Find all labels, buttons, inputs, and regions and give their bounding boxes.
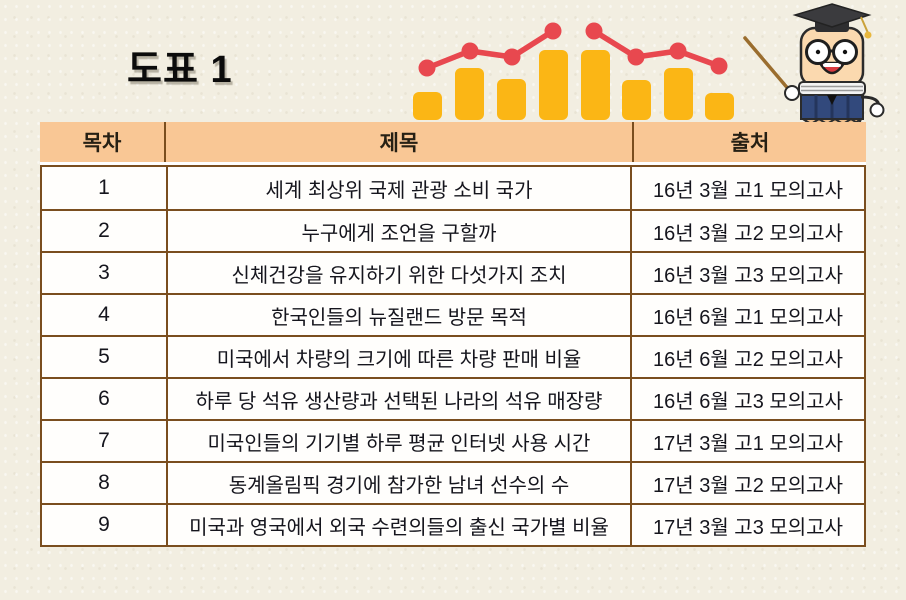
mascot-right-eye — [842, 49, 848, 55]
decor-bar-line-chart-icon — [413, 22, 734, 120]
table-body: 1 세계 최상위 국제 관광 소비 국가 16년 3월 고1 모의고사 2 누구… — [40, 165, 866, 547]
table-header-row: 목차 제목 출처 — [40, 122, 866, 162]
cell-title: 미국인들의 기기별 하루 평균 인터넷 사용 시간 — [166, 421, 630, 461]
decor-line-dot — [461, 42, 479, 60]
page-title: 도표 1 — [127, 49, 233, 91]
decor-bar — [622, 80, 651, 120]
decor-bar — [581, 50, 610, 120]
cell-title: 하루 당 석유 생산량과 선택된 나라의 석유 매장량 — [166, 379, 630, 419]
cell-title: 한국인들의 뉴질랜드 방문 목적 — [166, 295, 630, 335]
decor-line-dot — [710, 57, 728, 75]
decor-line-dot — [503, 48, 521, 66]
decor-line-dot — [627, 48, 645, 66]
cell-title: 누구에게 조언을 구할까 — [166, 211, 630, 251]
decor-line-dot — [418, 59, 436, 77]
cell-source: 16년 6월 고1 모의고사 — [630, 295, 864, 335]
cell-index: 1 — [98, 176, 110, 199]
table-row: 4 한국인들의 뉴질랜드 방문 목적 16년 6월 고1 모의고사 — [42, 293, 864, 335]
table-row: 7 미국인들의 기기별 하루 평균 인터넷 사용 시간 17년 3월 고1 모의… — [42, 419, 864, 461]
decor-bar — [497, 79, 526, 120]
cap-tassel-cord — [860, 16, 869, 34]
cell-index: 6 — [98, 387, 110, 410]
decor-line-dot — [669, 42, 687, 60]
table-row: 3 신체건강을 유지하기 위한 다섯가지 조치 16년 3월 고3 모의고사 — [42, 251, 864, 293]
column-header-title: 제목 — [164, 122, 632, 162]
cap-tassel — [864, 31, 872, 39]
decor-line-dot — [585, 22, 603, 40]
contents-table: 목차 제목 출처 1 세계 최상위 국제 관광 소비 국가 16년 3월 고1 … — [40, 122, 866, 547]
mascot-tie — [827, 95, 837, 105]
cell-title: 미국과 영국에서 외국 수련의들의 출신 국가별 비율 — [166, 505, 630, 545]
table-row: 6 하루 당 석유 생산량과 선택된 나라의 석유 매장량 16년 6월 고3 … — [42, 377, 864, 419]
pointer-stick — [743, 36, 792, 93]
cell-title: 미국에서 차량의 크기에 따른 차량 판매 비율 — [166, 337, 630, 377]
mascot-right-glove — [869, 102, 885, 118]
cell-index: 5 — [98, 345, 110, 368]
table-row: 5 미국에서 차량의 크기에 따른 차량 판매 비율 16년 6월 고2 모의고… — [42, 335, 864, 377]
decor-bar — [539, 50, 568, 120]
mascot-left-eye — [815, 49, 821, 55]
cell-source: 16년 3월 고3 모의고사 — [630, 253, 864, 293]
cell-source: 16년 3월 고2 모의고사 — [630, 211, 864, 251]
cell-title: 동계올림픽 경기에 참가한 남녀 선수의 수 — [166, 463, 630, 503]
cell-index: 2 — [98, 219, 110, 242]
decor-bar — [455, 68, 484, 120]
cell-source: 16년 3월 고1 모의고사 — [630, 167, 864, 209]
cell-index: 7 — [98, 429, 110, 452]
mascot-teeth — [823, 63, 841, 67]
decor-line — [424, 28, 556, 71]
header-body-divider — [40, 162, 866, 165]
cell-source: 16년 6월 고2 모의고사 — [630, 337, 864, 377]
column-header-index: 목차 — [82, 132, 122, 155]
mascot-cap-board — [792, 3, 872, 28]
cell-index: 3 — [98, 261, 110, 284]
decor-line — [591, 28, 722, 69]
cell-source: 17년 3월 고2 모의고사 — [630, 463, 864, 503]
table-row: 8 동계올림픽 경기에 참가한 남녀 선수의 수 17년 3월 고2 모의고사 — [42, 461, 864, 503]
cell-source: 16년 6월 고3 모의고사 — [630, 379, 864, 419]
cell-source: 17년 3월 고1 모의고사 — [630, 421, 864, 461]
cell-index: 4 — [98, 303, 110, 326]
cell-source: 17년 3월 고3 모의고사 — [630, 505, 864, 545]
cell-title: 세계 최상위 국제 관광 소비 국가 — [166, 167, 630, 209]
decor-bar — [664, 68, 693, 120]
table-row: 9 미국과 영국에서 외국 수련의들의 출신 국가별 비율 17년 3월 고3 … — [42, 503, 864, 545]
mascot-left-glove — [784, 85, 800, 101]
table-row: 2 누구에게 조언을 구할까 16년 3월 고2 모의고사 — [42, 209, 864, 251]
cell-index: 8 — [98, 471, 110, 494]
decor-line-dot — [544, 22, 562, 40]
cell-title: 신체건강을 유지하기 위한 다섯가지 조치 — [166, 253, 630, 293]
mascot-ferrule — [798, 81, 866, 96]
table-row: 1 세계 최상위 국제 관광 소비 국가 16년 3월 고1 모의고사 — [42, 167, 864, 209]
cell-index: 9 — [98, 513, 110, 536]
decor-bar — [705, 93, 734, 120]
decor-bar — [413, 92, 442, 120]
column-header-source: 출처 — [632, 122, 866, 162]
